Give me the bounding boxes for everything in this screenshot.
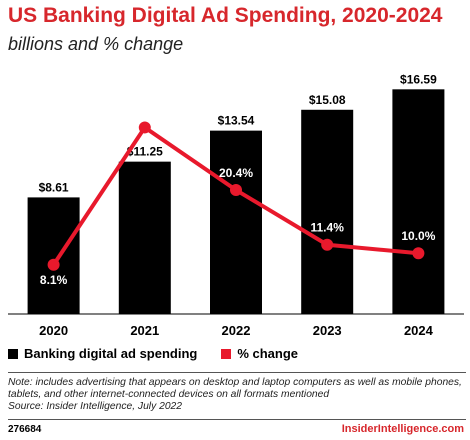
line-value-label-2021: 30.7%: [128, 103, 162, 117]
legend-swatch-change: [221, 348, 232, 359]
divider-bottom: [8, 419, 466, 420]
bar-2023: [301, 109, 354, 314]
x-tick-label-2024: 2024: [404, 323, 434, 338]
line-point-2020: [47, 258, 60, 271]
line-value-label-2022: 20.4%: [219, 166, 253, 180]
bar-value-label-2021: $11.25: [127, 145, 163, 159]
x-tick-label-2020: 2020: [39, 323, 68, 338]
x-tick-label-2021: 2021: [130, 323, 159, 338]
chart-subtitle: billions and % change: [8, 34, 184, 54]
bar-value-label-2022: $13.54: [218, 114, 255, 128]
bar-2024: [392, 89, 445, 314]
line-value-label-2023: 11.4%: [311, 221, 345, 235]
divider-top: [8, 372, 466, 373]
bar-value-label-2023: $15.08: [309, 93, 346, 107]
line-value-label-2024: 10.0%: [401, 229, 435, 243]
brand-logo-text: InsiderIntelligence.com: [341, 423, 464, 435]
line-value-label-2020: 8.1%: [40, 273, 68, 287]
legend-label-change: % change: [237, 346, 299, 361]
note-text: Note: includes advertising that appears …: [8, 377, 462, 400]
bar-value-label-2024: $16.59: [400, 72, 437, 86]
footnote: Note: includes advertising that appears …: [8, 377, 466, 413]
line-point-2023: [321, 238, 334, 251]
x-tick-label-2023: 2023: [313, 323, 342, 338]
line-point-2022: [230, 184, 242, 197]
bar-2021: [118, 161, 171, 314]
legend-item-spending: Banking digital ad spending: [8, 346, 197, 361]
bar-2020: [27, 197, 80, 314]
chart-title: US Banking Digital Ad Spending, 2020-202…: [8, 4, 443, 27]
legend-swatch-spending: [8, 348, 18, 359]
bar-2022: [210, 130, 262, 314]
line-point-2021: [138, 121, 151, 134]
line-point-2024: [412, 247, 425, 260]
legend-item-change: % change: [221, 346, 298, 361]
legend-label-spending: Banking digital ad spending: [24, 346, 198, 361]
legend: Banking digital ad spending % change: [8, 346, 322, 361]
chart-id: 276684: [8, 424, 42, 435]
combo-chart: $8.61 $11.25 $13.54 $15.08 $16.59 2020 2021 202…: [8, 72, 464, 338]
bar-value-label-2020: $8.61: [39, 180, 69, 194]
source-text: Source: Insider Intelligence, July 2022: [8, 401, 183, 412]
x-tick-label-2022: 2022: [222, 323, 251, 338]
